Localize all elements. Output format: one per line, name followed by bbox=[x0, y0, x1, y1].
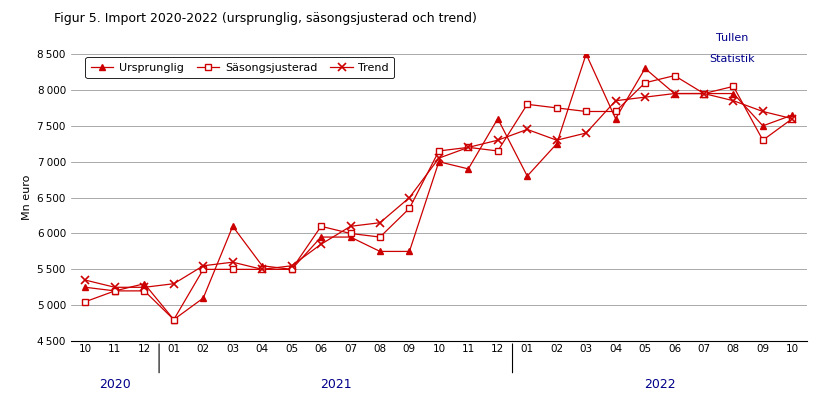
Text: Statistik: Statistik bbox=[710, 54, 755, 64]
Trend bbox=[316, 242, 326, 247]
Trend bbox=[463, 145, 473, 150]
Säsongsjusterad bbox=[640, 80, 650, 85]
Ursprunglig bbox=[729, 91, 739, 96]
Säsongsjusterad bbox=[699, 91, 709, 96]
Line: Ursprunglig: Ursprunglig bbox=[82, 51, 795, 323]
Trend bbox=[345, 224, 355, 229]
Säsongsjusterad bbox=[522, 102, 532, 107]
Trend bbox=[611, 98, 621, 103]
Säsongsjusterad bbox=[169, 317, 179, 322]
Trend bbox=[257, 267, 267, 272]
Säsongsjusterad bbox=[463, 145, 473, 150]
Säsongsjusterad bbox=[139, 288, 150, 293]
Säsongsjusterad bbox=[345, 231, 355, 236]
Trend bbox=[552, 138, 562, 143]
Ursprunglig bbox=[434, 159, 444, 164]
Säsongsjusterad bbox=[611, 109, 621, 114]
Ursprunglig bbox=[345, 235, 355, 240]
Ursprunglig bbox=[375, 249, 385, 254]
Trend bbox=[110, 285, 120, 290]
Ursprunglig bbox=[198, 295, 208, 300]
Text: 2020: 2020 bbox=[99, 379, 131, 391]
Säsongsjusterad bbox=[552, 105, 562, 110]
Text: Figur 5. Import 2020-2022 (ursprunglig, säsongsjusterad och trend): Figur 5. Import 2020-2022 (ursprunglig, … bbox=[54, 12, 477, 25]
Säsongsjusterad bbox=[228, 267, 238, 272]
Säsongsjusterad bbox=[729, 84, 739, 89]
Text: 2022: 2022 bbox=[644, 379, 676, 391]
Trend bbox=[286, 263, 296, 268]
Säsongsjusterad bbox=[758, 138, 768, 143]
Säsongsjusterad bbox=[316, 224, 326, 229]
Ursprunglig bbox=[169, 317, 179, 322]
Ursprunglig bbox=[404, 249, 414, 254]
Ursprunglig bbox=[81, 285, 91, 290]
Trend bbox=[787, 116, 797, 121]
Trend bbox=[375, 220, 385, 225]
Trend bbox=[139, 285, 150, 290]
Ursprunglig bbox=[286, 267, 296, 272]
Trend bbox=[493, 138, 503, 143]
Säsongsjusterad bbox=[581, 109, 591, 114]
Ursprunglig bbox=[522, 173, 532, 178]
Trend bbox=[670, 91, 680, 96]
Trend bbox=[729, 98, 739, 103]
Ursprunglig bbox=[611, 116, 621, 121]
Ursprunglig bbox=[110, 288, 120, 293]
Säsongsjusterad bbox=[81, 299, 91, 304]
Text: Tullen: Tullen bbox=[716, 33, 748, 43]
Trend bbox=[640, 95, 650, 100]
Säsongsjusterad bbox=[493, 149, 503, 154]
Säsongsjusterad bbox=[787, 116, 797, 121]
Ursprunglig bbox=[316, 235, 326, 240]
Ursprunglig bbox=[640, 66, 650, 71]
Säsongsjusterad bbox=[286, 267, 296, 272]
Trend bbox=[81, 277, 91, 282]
Ursprunglig bbox=[493, 116, 503, 121]
Ursprunglig bbox=[670, 91, 680, 96]
Ursprunglig bbox=[257, 263, 267, 268]
Säsongsjusterad bbox=[404, 206, 414, 211]
Line: Trend: Trend bbox=[82, 90, 796, 291]
Trend bbox=[169, 281, 179, 286]
Trend bbox=[198, 263, 208, 268]
Ursprunglig bbox=[581, 52, 591, 57]
Ursprunglig bbox=[463, 166, 473, 171]
Trend bbox=[228, 260, 238, 265]
Säsongsjusterad bbox=[670, 73, 680, 78]
Ursprunglig bbox=[699, 91, 709, 96]
Trend bbox=[699, 91, 709, 96]
Ursprunglig bbox=[228, 224, 238, 229]
Trend bbox=[404, 195, 414, 200]
Säsongsjusterad bbox=[375, 235, 385, 240]
Säsongsjusterad bbox=[110, 288, 120, 293]
Säsongsjusterad bbox=[257, 267, 267, 272]
Säsongsjusterad bbox=[198, 267, 208, 272]
Trend bbox=[581, 131, 591, 136]
Trend bbox=[758, 109, 768, 114]
Text: 2021: 2021 bbox=[320, 379, 352, 391]
Trend bbox=[434, 156, 444, 161]
Ursprunglig bbox=[552, 141, 562, 146]
Ursprunglig bbox=[787, 113, 797, 118]
Ursprunglig bbox=[139, 281, 150, 286]
Y-axis label: Mn euro: Mn euro bbox=[22, 175, 32, 220]
Säsongsjusterad bbox=[434, 149, 444, 154]
Ursprunglig bbox=[758, 123, 768, 128]
Legend: Ursprunglig, Säsongsjusterad, Trend: Ursprunglig, Säsongsjusterad, Trend bbox=[86, 57, 394, 78]
Line: Säsongsjusterad: Säsongsjusterad bbox=[82, 72, 795, 323]
Trend bbox=[522, 127, 532, 132]
